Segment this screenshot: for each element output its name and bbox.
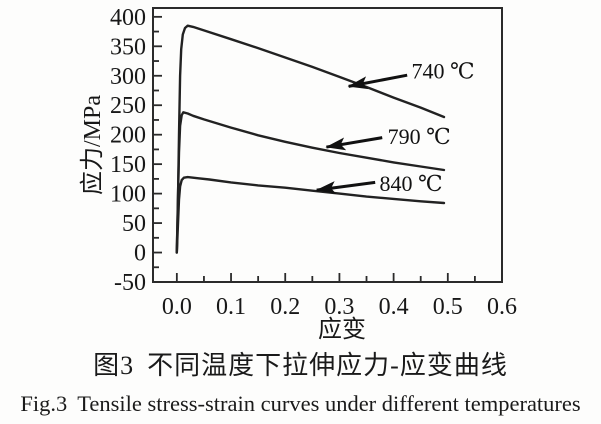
caption-en-number: Fig.3	[20, 391, 68, 416]
y-tick-label: 250	[110, 93, 146, 119]
curve-840c	[175, 175, 446, 254]
x-tick-label: 0.0	[162, 294, 192, 320]
x-tick-label: 0.1	[216, 294, 246, 320]
curve-annotations: 740 ℃ 790 ℃ 840 ℃	[315, 59, 475, 196]
y-tick-label: 50	[122, 211, 146, 237]
x-tick-label: 0.5	[433, 294, 463, 320]
caption-zh: 图3 不同温度下拉伸应力-应变曲线	[0, 345, 601, 382]
stress-strain-chart: 0.0 0.1 0.2 0.3 0.4 0.5 0.6 -50 0 50 100 150 200 250 3…	[79, 5, 517, 343]
caption-zh-number: 图3	[93, 351, 135, 380]
y-tick-label: 200	[110, 123, 146, 149]
y-tick-label: 350	[110, 34, 146, 60]
x-axis-label: 应变	[318, 316, 366, 343]
x-tick-label: 0.3	[324, 294, 354, 320]
y-tick-label: -50	[114, 270, 146, 296]
annotation-arrow-740c	[347, 73, 408, 90]
caption-zh-text: 不同温度下拉伸应力-应变曲线	[147, 351, 508, 380]
y-tick-label: 0	[134, 241, 146, 267]
plot-border	[152, 7, 503, 283]
x-tick-label: 0.6	[487, 294, 517, 320]
axis-tick-labels: 0.0 0.1 0.2 0.3 0.4 0.5 0.6 -50 0 50 100 150 200 250 3…	[110, 5, 517, 320]
annotation-label-740c: 740 ℃	[411, 59, 474, 84]
y-tick-label: 100	[110, 182, 146, 208]
y-axis-label: 应力/MPa	[79, 95, 106, 195]
y-tick-label: 300	[110, 64, 146, 90]
annotation-label-840c: 840 ℃	[380, 171, 443, 196]
caption-en-text: Tensile stress-strain curves under diffe…	[77, 391, 581, 416]
caption-en: Fig.3 Tensile stress-strain curves under …	[0, 391, 601, 417]
curve-790c	[175, 111, 446, 254]
annotation-arrow-840c	[315, 180, 376, 195]
x-tick-label: 0.4	[379, 294, 409, 320]
annotation-label-790c: 790 ℃	[388, 124, 451, 149]
axis-ticks	[154, 15, 503, 283]
annotation-arrow-790c	[325, 136, 383, 151]
y-tick-label: 150	[110, 152, 146, 178]
y-tick-label: 400	[110, 5, 146, 31]
x-tick-label: 0.2	[270, 294, 300, 320]
